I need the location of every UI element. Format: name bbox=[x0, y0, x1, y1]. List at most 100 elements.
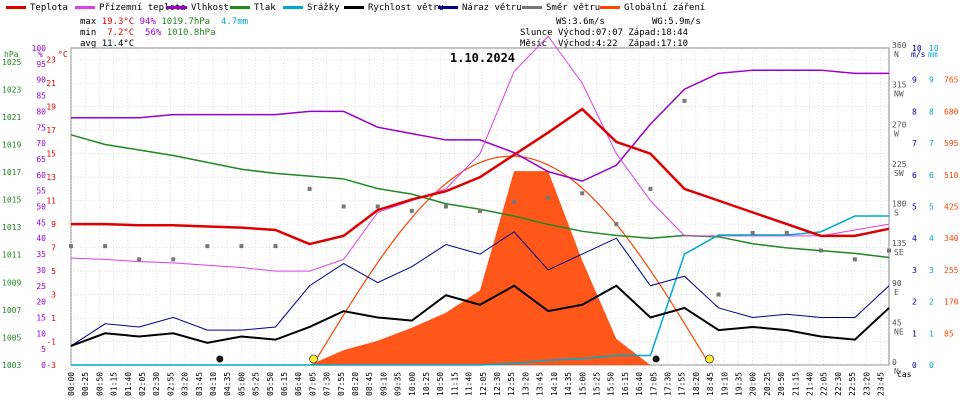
x-tick-label: 09:35 bbox=[394, 372, 403, 396]
pressure-tick-label: 1025 bbox=[2, 58, 21, 67]
x-tick-label: 10:00 bbox=[408, 372, 417, 396]
x-tick-label: 22:30 bbox=[834, 372, 843, 396]
wind-direction-point bbox=[137, 257, 142, 262]
stats-max-pressure: 1019.7hPa bbox=[161, 17, 211, 27]
pressure-tick-label: 1021 bbox=[2, 113, 21, 122]
x-tick-label: 17:30 bbox=[663, 372, 672, 396]
wind-speed-tick-label: 10 bbox=[912, 44, 922, 53]
pressure-tick-label: 1017 bbox=[2, 168, 21, 177]
x-tick-label: 15:00 bbox=[578, 372, 587, 396]
wind-speed-line bbox=[70, 284, 890, 347]
pressure-tick-label: 1009 bbox=[2, 278, 21, 287]
x-tick-label: 02:05 bbox=[138, 372, 147, 396]
x-tick-label: 19:35 bbox=[734, 372, 743, 396]
legend-item-ground-temp[interactable]: Přízemní teplota bbox=[75, 3, 186, 15]
legend-label: Vlhkost bbox=[191, 3, 229, 13]
rain-tick-label: 4 bbox=[929, 234, 934, 243]
x-tick-label: 16:40 bbox=[635, 372, 644, 396]
wind-direction-point bbox=[478, 208, 482, 213]
x-tick-label: 05:25 bbox=[252, 372, 261, 396]
temp-tick-label: -3 bbox=[46, 361, 56, 370]
legend-swatch bbox=[344, 6, 364, 9]
wind-direction-point bbox=[103, 244, 108, 249]
wind-speed-axis-unit: m/s bbox=[911, 50, 926, 59]
direction-tick-label: 270 bbox=[892, 120, 907, 129]
wind-direction-point bbox=[546, 195, 551, 200]
rain-tick-label: 2 bbox=[929, 298, 934, 307]
humidity-tick-label: 75 bbox=[36, 123, 46, 132]
x-tick-label: 00:00 bbox=[67, 372, 76, 396]
humidity-tick-label: 95 bbox=[36, 60, 46, 69]
rain-tick-label: 6 bbox=[929, 171, 934, 180]
x-tick-label: 04:35 bbox=[223, 372, 232, 396]
pressure-tick-label: 1003 bbox=[2, 361, 21, 370]
wind-direction-point bbox=[171, 257, 176, 262]
sunset-marker bbox=[705, 354, 714, 364]
x-tick-label: 03:20 bbox=[181, 372, 190, 396]
stats-avg: avg 11.4°C bbox=[80, 39, 134, 50]
humidity-tick-label: 85 bbox=[36, 92, 46, 101]
humidity-tick-label: 45 bbox=[36, 218, 46, 227]
wind-direction-point bbox=[341, 204, 346, 209]
humidity-tick-label: 65 bbox=[36, 155, 46, 164]
x-tick-label: 00:25 bbox=[81, 372, 90, 396]
direction-tick-label: 225 bbox=[892, 160, 907, 169]
x-tick-label: 21:15 bbox=[791, 372, 800, 396]
humidity-axis-unit: % bbox=[38, 50, 43, 59]
radiation-tick-label: 595 bbox=[944, 139, 959, 148]
legend-swatch bbox=[522, 6, 542, 9]
x-tick-label: 10:25 bbox=[422, 372, 431, 396]
x-tick-label: 09:10 bbox=[379, 372, 388, 396]
direction-tick-label: 90 bbox=[892, 279, 902, 288]
x-tick-label: 05:50 bbox=[266, 372, 275, 396]
x-tick-label: 16:15 bbox=[621, 372, 630, 396]
x-tick-label: 13:45 bbox=[536, 372, 545, 396]
x-tick-label: 20:25 bbox=[763, 372, 772, 396]
pressure-tick-label: 1015 bbox=[2, 196, 21, 205]
humidity-tick-label: 60 bbox=[36, 171, 46, 180]
legend-item-pressure[interactable]: Tlak bbox=[230, 3, 276, 15]
wind-direction-point bbox=[443, 204, 448, 209]
legend-item-radiation[interactable]: Globální záření bbox=[600, 3, 705, 15]
temp-tick-label: 5 bbox=[51, 267, 56, 276]
x-tick-label: 12:55 bbox=[507, 372, 516, 396]
wind-speed-tick-label: 3 bbox=[912, 266, 917, 275]
stats-min-temp: 7.2°C bbox=[107, 28, 135, 38]
legend-item-rain[interactable]: Srážky bbox=[283, 3, 340, 15]
legend-label: Směr větru bbox=[546, 3, 601, 13]
x-tick-label: 22:05 bbox=[820, 372, 829, 396]
legend-item-wind-direction[interactable]: Směr větru bbox=[522, 3, 600, 15]
x-tick-label: 01:15 bbox=[110, 372, 119, 396]
direction-tick-label: SE bbox=[894, 248, 904, 257]
wind-speed-tick-label: 2 bbox=[912, 298, 917, 307]
legend-item-humidity[interactable]: Vlhkost bbox=[167, 3, 229, 15]
legend-item-wind-gust[interactable]: Náraz větru bbox=[438, 3, 522, 15]
humidity-tick-label: 80 bbox=[36, 107, 46, 116]
x-tick-label: 17:55 bbox=[678, 372, 687, 396]
moon-row: Měsíc Východ:4:22 Západ:17:10 bbox=[520, 39, 688, 50]
wind-direction-point bbox=[750, 230, 755, 235]
stats-max-temp: 19.3°C bbox=[101, 17, 135, 27]
x-tick-label: 22:55 bbox=[848, 372, 857, 396]
legend-item-wind-speed[interactable]: Rychlost větru bbox=[344, 3, 444, 15]
x-tick-label: 23:45 bbox=[876, 372, 885, 396]
pressure-tick-label: 1007 bbox=[2, 306, 21, 315]
temp-tick-label: 23 bbox=[46, 56, 56, 65]
radiation-tick-label: 765 bbox=[944, 76, 959, 85]
wind-direction-point bbox=[307, 186, 312, 191]
chart-title: 1.10.2024 bbox=[450, 51, 515, 65]
temp-tick-label: 1 bbox=[51, 314, 56, 323]
stats-min: min 7.2°C 56% 1010.8hPa bbox=[80, 28, 216, 39]
x-tick-label: 07:30 bbox=[323, 372, 332, 396]
wind-direction-point bbox=[239, 244, 244, 249]
x-tick-label: 13:20 bbox=[521, 372, 530, 396]
direction-tick-label: NW bbox=[894, 90, 904, 99]
wind-direction-point bbox=[887, 248, 891, 253]
rain-tick-label: 0 bbox=[929, 361, 934, 370]
radiation-tick-label: 170 bbox=[944, 298, 959, 307]
legend-item-temperature[interactable]: Teplota bbox=[6, 3, 68, 15]
pressure-axis-unit: hPa bbox=[4, 50, 19, 59]
legend-swatch bbox=[438, 6, 458, 9]
wind-direction-point bbox=[852, 257, 857, 262]
direction-tick-label: 315 bbox=[892, 81, 907, 90]
